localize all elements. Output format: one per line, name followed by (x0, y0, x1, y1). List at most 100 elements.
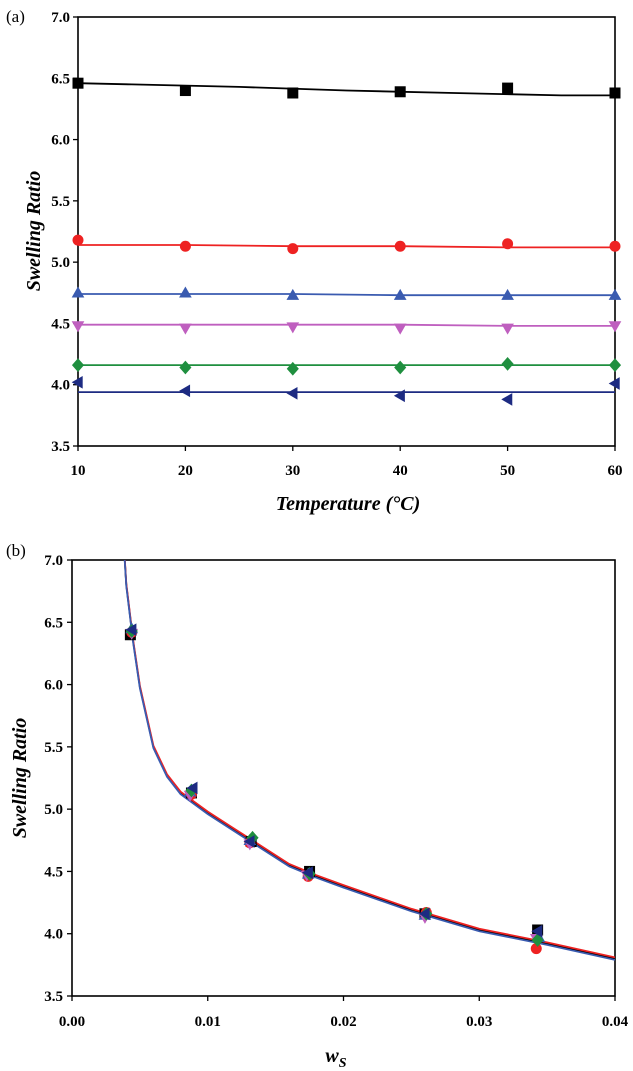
data-point-triangle-left (179, 384, 191, 398)
data-point-triangle-up (286, 288, 300, 300)
y-tick-label: 5.5 (44, 740, 63, 756)
fit-line-triangle-up (78, 293, 615, 297)
x-axis-title-main: w (325, 1045, 339, 1067)
fit-line-triangle-down (78, 323, 615, 327)
panel-label: (a) (6, 7, 25, 26)
data-point-triangle-up (608, 288, 622, 300)
data-point-circle (502, 238, 514, 250)
data-point-triangle-down (501, 323, 514, 335)
data-point-square (72, 77, 84, 89)
y-tick-label: 3.5 (51, 439, 70, 455)
fit-line-square (78, 82, 615, 97)
data-point-triangle-down (393, 323, 407, 335)
data-point-triangle-left (531, 924, 543, 938)
y-tick-label: 4.0 (51, 378, 70, 394)
fit-line-circle (78, 244, 615, 249)
y-tick-label: 6.0 (44, 678, 63, 694)
x-tick-label: 0.02 (330, 1014, 356, 1030)
data-point-triangle-up (71, 286, 85, 298)
series-diamond (71, 357, 622, 376)
data-point-square (502, 82, 514, 94)
series-triangle-left (125, 623, 543, 938)
series-triangle-up (71, 286, 622, 300)
y-tick-label: 3.5 (44, 989, 63, 1005)
data-point-triangle-down (179, 323, 192, 335)
data-point-triangle-up (179, 286, 192, 298)
plot-area (78, 82, 615, 394)
data-point-square (179, 85, 191, 97)
series-triangle-down (125, 628, 543, 946)
y-tick-label: 6.5 (51, 71, 70, 87)
data-point-triangle-left (243, 835, 255, 848)
y-tick-label: 6.5 (44, 615, 63, 631)
plot-frame (77, 16, 616, 447)
data-point-circle (530, 943, 542, 955)
data-point-square (609, 87, 621, 99)
x-axis-title: Temperature (°C) (276, 493, 420, 515)
data-point-diamond (608, 358, 622, 372)
data-point-circle (609, 240, 621, 252)
x-tick-label: 30 (285, 463, 300, 479)
panel-label: (b) (6, 541, 26, 560)
x-tick-label: 60 (608, 463, 623, 479)
series-triangle-left (71, 375, 620, 406)
y-tick-label: 7.0 (51, 10, 70, 26)
x-tick-label: 0.04 (602, 1014, 629, 1030)
data-point-triangle-left (125, 623, 137, 637)
data-point-triangle-down (608, 321, 622, 333)
x-axis-title-subscript: S (339, 1056, 347, 1071)
series-triangle-up (125, 622, 546, 943)
data-point-diamond (286, 361, 299, 376)
data-point-circle (179, 240, 191, 252)
series-square (72, 77, 621, 99)
data-point-diamond (394, 360, 407, 375)
data-point-triangle-left (301, 866, 313, 879)
series-square (124, 629, 544, 936)
data-point-triangle-left (501, 393, 513, 406)
data-point-triangle-up (501, 288, 514, 300)
data-point-triangle-left (418, 907, 430, 921)
series-triangle-down (71, 321, 622, 335)
y-tick-label: 6.0 (51, 133, 70, 149)
x-axis-title: wS (325, 1045, 346, 1071)
y-tick-label: 4.0 (44, 927, 63, 943)
x-tick-label: 40 (393, 463, 408, 479)
data-point-triangle-left (286, 386, 298, 400)
data-point-circle (394, 240, 406, 252)
y-tick-label: 5.0 (51, 255, 70, 271)
fit-curve-3 (123, 560, 615, 961)
series-diamond (125, 624, 544, 947)
data-point-circle (287, 243, 299, 255)
data-point-triangle-left (186, 781, 198, 795)
y-tick-label: 7.0 (44, 553, 63, 569)
data-point-triangle-down (71, 321, 85, 333)
y-axis-title: Swelling Ratio (23, 171, 45, 292)
data-point-square (394, 86, 406, 98)
plot-area (123, 560, 615, 961)
y-tick-label: 4.5 (44, 864, 63, 880)
data-point-triangle-up (393, 288, 407, 300)
fit-curve-2 (123, 560, 615, 959)
data-point-circle (72, 234, 84, 246)
x-tick-label: 10 (71, 463, 86, 479)
data-point-diamond (71, 358, 85, 372)
x-tick-label: 50 (500, 463, 515, 479)
data-point-triangle-left (608, 377, 620, 390)
y-tick-label: 4.5 (51, 316, 70, 332)
data-point-diamond (179, 360, 192, 375)
x-tick-label: 0.03 (466, 1014, 492, 1030)
data-point-triangle-left (393, 389, 405, 403)
chart-panel-b: (b) 3.5 4.0 4.5 5.0 5.5 6.0 6.5 7.0 0.00 0.01 0.02 0… (6, 541, 629, 1071)
data-point-diamond (501, 357, 514, 371)
y-axis-title: Swelling Ratio (9, 718, 31, 839)
chart-panel-a: (a) 3.5 4.0 4.5 5.0 5.5 6.0 6.5 7.0 10 20 30 40 50 60 S… (6, 7, 623, 515)
x-tick-label: 0.00 (59, 1014, 85, 1030)
series-circle (72, 234, 621, 255)
y-tick-label: 5.5 (51, 194, 70, 210)
x-tick-label: 20 (178, 463, 193, 479)
y-tick-label: 5.0 (44, 802, 63, 818)
data-point-triangle-down (286, 322, 300, 334)
data-point-triangle-left (71, 375, 83, 389)
x-tick-label: 0.01 (195, 1014, 221, 1030)
